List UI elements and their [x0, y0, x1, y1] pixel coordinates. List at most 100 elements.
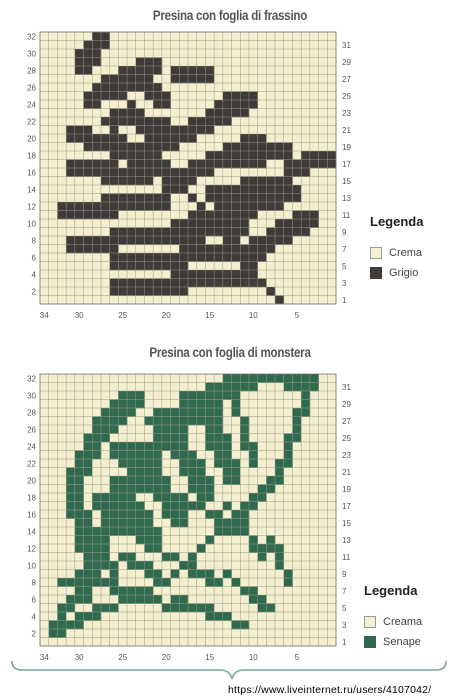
y-tick-label-right: 3 — [342, 279, 347, 288]
stitch-cell — [153, 544, 163, 553]
stitch-cell — [74, 586, 84, 596]
stitch-cell — [57, 603, 67, 613]
stitch-cell — [74, 544, 84, 553]
stitch-cell — [118, 586, 128, 596]
stitch-cell — [109, 193, 119, 203]
stitch-cell — [205, 151, 215, 160]
stitch-cell — [205, 391, 215, 400]
stitch-cell — [248, 100, 258, 109]
stitch-cell — [179, 168, 189, 177]
stitch-cell — [248, 91, 258, 101]
stitch-cell — [257, 193, 267, 203]
stitch-cell — [118, 66, 128, 75]
stitch-cell — [205, 425, 215, 434]
stitch-cell — [144, 159, 154, 169]
stitch-cell — [179, 399, 189, 409]
stitch-cell — [205, 442, 215, 451]
stitch-cell — [153, 66, 163, 75]
stitch-cell — [196, 253, 206, 262]
swatch-green — [364, 636, 376, 648]
stitch-cell — [57, 202, 67, 211]
stitch-cell — [48, 629, 58, 638]
stitch-cell — [92, 612, 102, 621]
stitch-cell — [170, 74, 180, 84]
stitch-cell — [83, 510, 93, 519]
stitch-cell — [144, 287, 154, 296]
stitch-cell — [188, 159, 198, 169]
stitch-cell — [170, 261, 180, 271]
stitch-cell — [188, 416, 198, 426]
stitch-cell — [231, 476, 241, 485]
stitch-cell — [214, 510, 224, 519]
stitch-cell — [222, 185, 232, 194]
stitch-cell — [74, 476, 84, 485]
stitch-cell — [179, 442, 189, 451]
stitch-cell — [240, 219, 250, 228]
stitch-cell — [74, 535, 84, 545]
stitch-cell — [275, 142, 285, 152]
stitch-cell — [222, 236, 232, 245]
stitch-cell — [170, 125, 180, 135]
x-tick-label: 15 — [205, 311, 214, 320]
stitch-cell — [309, 159, 319, 169]
stitch-cell — [127, 391, 137, 400]
stitch-cell — [135, 442, 145, 451]
y-tick-label-left: 28 — [27, 408, 36, 417]
stitch-cell — [266, 227, 276, 237]
stitch-cell — [188, 66, 198, 75]
stitch-cell — [205, 227, 215, 237]
stitch-cell — [109, 527, 119, 536]
stitch-cell — [231, 510, 241, 519]
stitch-cell — [266, 287, 276, 296]
stitch-cell — [231, 270, 241, 279]
stitch-cell — [109, 484, 119, 494]
stitch-cell — [100, 210, 110, 220]
stitch-cell — [231, 408, 241, 417]
stitch-cell — [257, 278, 267, 288]
stitch-cell — [179, 501, 189, 511]
stitch-cell — [214, 100, 224, 109]
stitch-cell — [161, 253, 171, 262]
stitch-cell — [179, 425, 189, 434]
stitch-cell — [188, 168, 198, 177]
stitch-cell — [170, 493, 180, 502]
stitch-cell — [74, 125, 84, 135]
stitch-cell — [275, 561, 285, 570]
grid-border — [39, 31, 337, 305]
stitch-cell — [240, 518, 250, 528]
stitch-cell — [283, 159, 293, 169]
stitch-cell — [144, 518, 154, 528]
stitch-cell — [205, 244, 215, 254]
stitch-cell — [127, 159, 137, 169]
stitch-cell — [170, 450, 180, 460]
stitch-cell — [161, 484, 171, 494]
stitch-cell — [135, 278, 145, 288]
stitch-cell — [127, 151, 137, 160]
stitch-cell — [205, 193, 215, 203]
stitch-cell — [161, 91, 171, 101]
stitch-cell — [240, 278, 250, 288]
stitch-cell — [257, 552, 267, 562]
stitch-cell — [248, 142, 258, 152]
y-tick-label-right: 25 — [342, 434, 351, 443]
stitch-cell — [109, 399, 119, 409]
stitch-cell — [127, 476, 137, 485]
y-tick-label-left: 32 — [27, 32, 36, 41]
stitch-cell — [222, 476, 232, 485]
stitch-cell — [196, 476, 206, 485]
stitch-cell — [170, 270, 180, 279]
stitch-cell — [179, 450, 189, 460]
stitch-cell — [161, 125, 171, 135]
stitch-cell — [135, 159, 145, 169]
stitch-cell — [222, 433, 232, 443]
stitch-cell — [66, 159, 76, 169]
stitch-cell — [118, 142, 128, 152]
stitch-cell — [231, 151, 241, 160]
stitch-cell — [301, 159, 311, 169]
stitch-cell — [222, 108, 232, 118]
stitch-cell — [118, 287, 128, 296]
stitch-cell — [301, 408, 311, 417]
stitch-cell — [144, 569, 154, 579]
stitch-cell — [214, 382, 224, 392]
stitch-cell — [231, 100, 241, 109]
